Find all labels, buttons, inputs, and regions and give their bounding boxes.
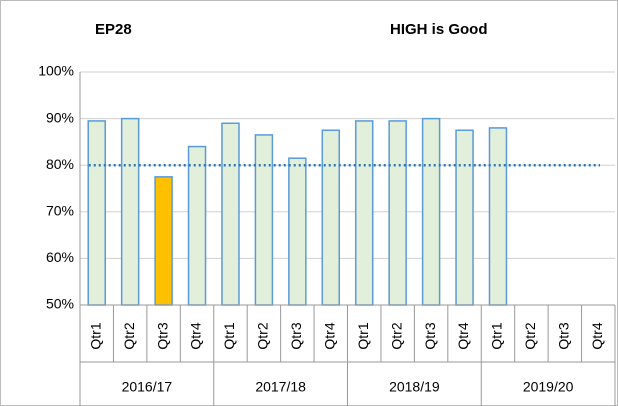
y-tick-label: 60%: [46, 249, 74, 265]
bar: [488, 127, 508, 306]
bar: [87, 120, 106, 306]
chart-subtitle: HIGH is Good: [390, 21, 488, 38]
x-tick-label: Qtr1: [221, 322, 237, 349]
x-tick-label: Qtr3: [422, 322, 438, 349]
group-label: 2019/20: [523, 379, 574, 395]
x-tick-label: Qtr4: [455, 322, 471, 349]
group-label: 2016/17: [122, 379, 173, 395]
bar: [421, 117, 441, 306]
x-tick-label: Qtr1: [489, 322, 505, 349]
x-tick-label: Qtr4: [188, 322, 204, 349]
x-tick-label: Qtr1: [355, 322, 371, 349]
y-tick-label: 50%: [46, 296, 74, 312]
x-tick-label: Qtr2: [255, 322, 271, 349]
bar: [187, 145, 207, 306]
bar: [321, 129, 341, 306]
x-tick-label: Qtr4: [589, 322, 605, 349]
x-tick-label: Qtr3: [288, 322, 304, 349]
y-tick-label: 100%: [38, 63, 74, 79]
y-tick-label: 80%: [46, 156, 74, 172]
y-tick-label: 90%: [46, 109, 74, 125]
group-label: 2018/19: [389, 379, 440, 395]
bar: [120, 117, 140, 306]
bar: [288, 157, 307, 306]
chart-title: EP28: [95, 21, 132, 38]
bar: [221, 122, 240, 306]
bar: [354, 120, 374, 306]
x-tick-label: Qtr3: [154, 322, 170, 349]
bar: [254, 134, 274, 306]
x-tick-label: Qtr2: [121, 322, 137, 349]
x-tick-label: Qtr4: [321, 322, 337, 349]
bar: [388, 120, 407, 306]
x-tick-label: Qtr3: [556, 322, 572, 349]
group-label: 2017/18: [255, 379, 306, 395]
bar: [455, 129, 474, 306]
x-tick-label: Qtr2: [388, 322, 404, 349]
x-tick-label: Qtr1: [87, 322, 103, 349]
x-tick-label: Qtr2: [522, 322, 538, 349]
y-tick-label: 70%: [46, 203, 74, 219]
bar: [154, 176, 173, 306]
